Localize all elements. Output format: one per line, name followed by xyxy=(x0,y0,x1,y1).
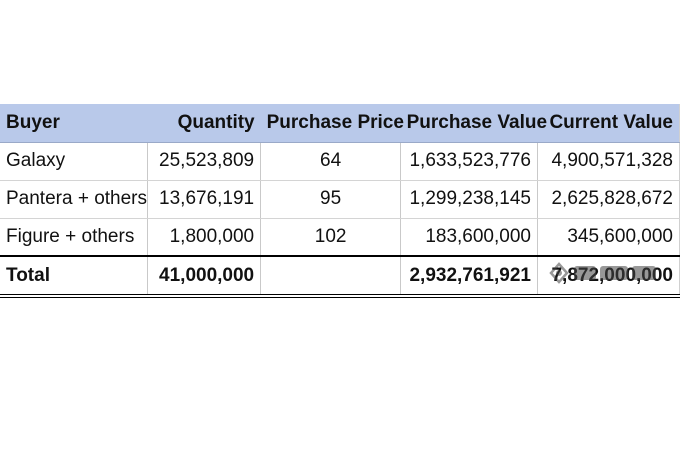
cell-buyer: Galaxy xyxy=(0,142,148,181)
header-quantity: Quantity xyxy=(147,104,261,143)
watermark-glyph xyxy=(600,266,628,280)
watermark-glyph xyxy=(574,266,596,280)
cell-current-value: 4,900,571,328 xyxy=(537,142,680,181)
cell-buyer: Pantera + others xyxy=(0,180,148,219)
cell-purchase-price: 95 xyxy=(260,180,402,219)
cell-total-purchase-price xyxy=(260,255,402,298)
cell-buyer: Figure + others xyxy=(0,218,148,257)
header-purchase-price: Purchase Price xyxy=(260,104,404,143)
cell-quantity: 25,523,809 xyxy=(147,142,262,181)
total-row: Total 41,000,000 2,932,761,921 7,872,000… xyxy=(0,255,680,298)
table-row: Pantera + others 13,676,191 95 1,299,238… xyxy=(0,180,680,219)
cell-current-value: 345,600,000 xyxy=(537,218,680,257)
table-row: Figure + others 1,800,000 102 183,600,00… xyxy=(0,218,680,257)
watermark xyxy=(548,258,670,288)
watermark-glyph xyxy=(632,266,656,280)
buyer-table: Buyer Quantity Purchase Price Purchase V… xyxy=(0,104,680,298)
logo-icon xyxy=(549,262,569,284)
cell-quantity: 13,676,191 xyxy=(147,180,262,219)
cell-purchase-price: 102 xyxy=(260,218,402,257)
cell-total-label: Total xyxy=(0,255,148,298)
cell-total-purchase-value: 2,932,761,921 xyxy=(400,255,538,298)
cell-purchase-value: 183,600,000 xyxy=(400,218,538,257)
cell-purchase-price: 64 xyxy=(260,142,402,181)
table-row: Galaxy 25,523,809 64 1,633,523,776 4,900… xyxy=(0,142,680,181)
cell-purchase-value: 1,299,238,145 xyxy=(400,180,538,219)
spreadsheet-table-container: Buyer Quantity Purchase Price Purchase V… xyxy=(0,104,680,298)
cell-total-quantity: 41,000,000 xyxy=(147,255,262,298)
cell-current-value: 2,625,828,672 xyxy=(537,180,680,219)
cell-purchase-value: 1,633,523,776 xyxy=(400,142,538,181)
cell-quantity: 1,800,000 xyxy=(147,218,262,257)
header-row: Buyer Quantity Purchase Price Purchase V… xyxy=(0,104,680,143)
header-purchase-value: Purchase Value xyxy=(400,104,547,143)
header-buyer: Buyer xyxy=(0,104,148,143)
header-current-value: Current Value xyxy=(537,104,680,143)
